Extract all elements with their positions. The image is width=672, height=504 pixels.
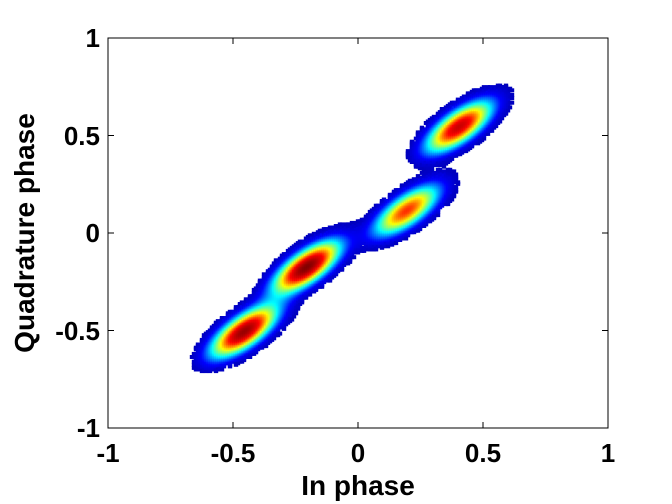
- density-point: [451, 192, 457, 197]
- density-point: [219, 316, 225, 320]
- density-point: [291, 314, 297, 319]
- density-point: [453, 172, 459, 177]
- density-point: [277, 331, 283, 336]
- density-point: [449, 156, 455, 161]
- density-point: [453, 175, 459, 180]
- density-point: [437, 167, 443, 172]
- density-point: [307, 233, 313, 238]
- density-point: [453, 188, 459, 193]
- density-point: [429, 169, 435, 174]
- density-point: [441, 169, 447, 174]
- density-point: [385, 244, 391, 249]
- density-point: [203, 369, 209, 374]
- density-point: [307, 292, 313, 297]
- density-point: [339, 266, 345, 271]
- density-point: [403, 236, 409, 241]
- density-point: [355, 247, 361, 252]
- data-points: [189, 83, 515, 374]
- density-point: [419, 125, 425, 130]
- density-point: [281, 326, 287, 331]
- density-point: [289, 317, 295, 322]
- density-point: [415, 174, 421, 179]
- density-point: [449, 197, 455, 202]
- density-point: [453, 185, 459, 189]
- density-point: [361, 245, 367, 250]
- density-point: [271, 336, 277, 341]
- density-point: [455, 180, 461, 185]
- density-point: [393, 241, 399, 246]
- density-point: [441, 164, 447, 169]
- density-point: [421, 167, 427, 172]
- density-point: [429, 166, 435, 171]
- density-point: [293, 311, 299, 316]
- density-point: [349, 220, 355, 225]
- density-point: [219, 367, 225, 372]
- density-point: [451, 169, 457, 174]
- density-point: [405, 149, 411, 154]
- density-point: [435, 213, 441, 218]
- density-point: [351, 255, 357, 260]
